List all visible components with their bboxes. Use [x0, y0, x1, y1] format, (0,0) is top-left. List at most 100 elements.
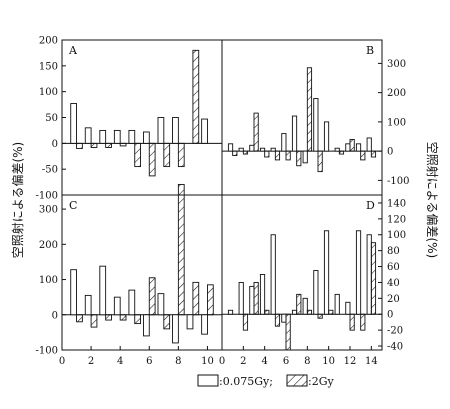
bar-open-b-4 [259, 147, 266, 152]
bar-hatched-b-3 [253, 112, 259, 152]
y-tick-label-d: 100 [387, 230, 406, 241]
bar-open-d-12 [345, 301, 351, 315]
bar-open-b-13 [355, 143, 362, 152]
bar-open-c-2 [84, 294, 92, 316]
bar-hatched-d-9 [317, 313, 323, 319]
panel-frame-b [221, 39, 383, 196]
bar-open-a-5 [128, 129, 136, 144]
panel-frame-d [221, 194, 383, 351]
bar-hatched-a-5 [134, 142, 141, 168]
bar-hatched-a-8 [177, 142, 185, 168]
y-tick-label-a: -100 [36, 191, 58, 202]
bar-open-b-14 [366, 137, 372, 152]
bar-open-c-8 [172, 314, 179, 344]
x-tick-label-d: 8 [304, 356, 310, 367]
bar-hatched-b-1 [232, 150, 238, 156]
bar-hatched-b-8 [306, 67, 313, 152]
bar-hatched-c-2 [90, 314, 98, 328]
x-tick-label-d: 14 [365, 356, 378, 367]
bar-hatched-d-13 [360, 313, 366, 331]
y-tick-label-a: -50 [42, 165, 58, 176]
bar-hatched-a-4 [119, 142, 127, 147]
bar-hatched-b-6 [285, 150, 291, 161]
legend: :0.075Gy; :2Gy [197, 374, 334, 388]
x-tick-label-c: 10 [201, 356, 214, 367]
bar-hatched-d-8 [306, 309, 313, 315]
bar-hatched-d-14 [370, 242, 377, 315]
bar-open-d-4 [259, 274, 266, 315]
bar-open-d-1 [227, 309, 234, 315]
y-tick-label-d: -40 [387, 342, 403, 353]
bar-open-d-9 [313, 270, 319, 315]
x-tick-label-d: 12 [344, 356, 357, 367]
y-tick-label-d: 60 [387, 262, 400, 273]
bar-hatched-b-13 [360, 150, 366, 161]
bar-open-d-13 [355, 230, 362, 315]
y-tick-label-a: 150 [39, 61, 58, 72]
panel-frame-c [61, 194, 223, 351]
x-tick-label-c: 2 [88, 356, 94, 367]
bar-open-a-8 [172, 117, 179, 144]
y-tick-label-b: 200 [387, 88, 406, 99]
bar-hatched-a-6 [148, 142, 156, 177]
legend-open-swatch [197, 374, 219, 387]
bar-open-d-10 [323, 230, 330, 315]
bar-hatched-a-7 [163, 142, 171, 168]
panel-letter-a: A [68, 44, 78, 57]
bar-open-b-12 [345, 143, 351, 152]
bar-open-b-11 [334, 147, 340, 152]
y-tick-label-d: 140 [387, 198, 406, 209]
y-tick-label-d: 120 [387, 214, 406, 225]
bar-open-d-11 [334, 293, 340, 315]
bar-open-c-9 [186, 314, 194, 330]
panel-a: -100 -50 0 50 100 150 200 A [36, 36, 223, 202]
bar-open-b-3 [249, 144, 255, 152]
panel-letter-b: B [366, 44, 374, 57]
bar-hatched-c-4 [119, 314, 127, 321]
bar-hatched-b-9 [317, 150, 323, 173]
legend-hatched-label: :2Gy [308, 375, 334, 388]
bar-open-c-10 [201, 314, 208, 335]
bar-open-d-5 [270, 234, 276, 315]
bar-open-a-7 [157, 117, 165, 144]
y-tick-label-d: -20 [387, 326, 403, 337]
bar-open-a-3 [99, 129, 107, 144]
x-tick-label-d: 4 [261, 356, 267, 367]
bar-open-a-2 [84, 127, 92, 144]
bar-hatched-d-12 [349, 313, 355, 331]
x-tick-label-d: 10 [322, 356, 335, 367]
x-tick-label-d: 6 [283, 356, 289, 367]
bar-hatched-a-1 [76, 142, 83, 149]
bar-open-b-8 [302, 150, 308, 164]
bar-hatched-c-7 [163, 314, 171, 330]
bar-open-c-3 [99, 265, 107, 316]
bar-open-a-6 [142, 131, 150, 144]
bar-hatched-a-3 [105, 142, 112, 148]
bar-open-b-2 [238, 147, 244, 152]
bar-open-a-10 [201, 118, 208, 144]
panel-d: -40 -20 0 20 40 60 80 100 120 140 0 2 4 6 8 10 12 14 D [219, 194, 406, 367]
y-tick-label-c: 100 [39, 275, 58, 286]
bar-open-a-1 [70, 103, 78, 144]
bar-hatched-c-10 [206, 284, 214, 316]
bar-hatched-c-8 [177, 183, 185, 316]
bar-hatched-c-9 [192, 281, 200, 316]
y-tick-label-d: 80 [387, 246, 400, 257]
bar-hatched-d-3 [253, 281, 259, 315]
bar-open-c-7 [157, 293, 165, 316]
bar-hatched-c-5 [134, 314, 141, 325]
x-tick-label-c: 6 [146, 356, 152, 367]
y-tick-label-d: 20 [387, 294, 400, 305]
bar-open-c-5 [128, 289, 136, 316]
right-y-axis-label: 空照射による偏差(%) [425, 142, 440, 258]
bar-hatched-c-3 [105, 314, 112, 321]
y-tick-label-a: 50 [45, 113, 58, 124]
bar-hatched-b-14 [370, 150, 377, 158]
x-tick-label-c: 0 [59, 356, 65, 367]
bar-open-d-7 [291, 309, 298, 315]
bar-hatched-a-9 [192, 49, 200, 144]
bar-hatched-b-11 [338, 150, 345, 155]
y-tick-label-a: 100 [39, 87, 58, 98]
